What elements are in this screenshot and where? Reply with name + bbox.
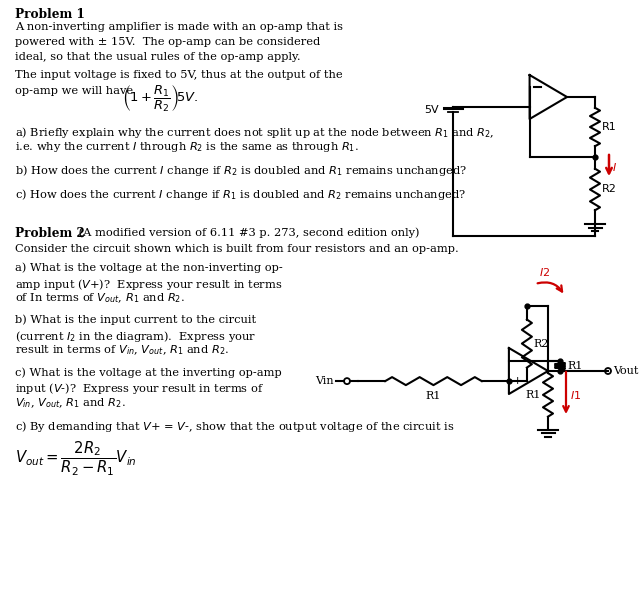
- Text: Vout: Vout: [613, 366, 638, 376]
- Text: b) What is the input current to the circuit: b) What is the input current to the circ…: [15, 315, 256, 325]
- Text: of In terms of $V_{out}$, $R_1$ and $R_2$.: of In terms of $V_{out}$, $R_1$ and $R_2…: [15, 291, 185, 305]
- Text: Consider the circuit shown which is built from four resistors and an op-amp.: Consider the circuit shown which is buil…: [15, 244, 458, 254]
- Text: $I2$: $I2$: [539, 266, 550, 278]
- Text: $\!\left(1+\dfrac{R_1}{R_2}\right)\!5V.$: $\!\left(1+\dfrac{R_1}{R_2}\right)\!5V.$: [123, 84, 199, 114]
- Text: A non-inverting amplifier is made with an op-amp that is: A non-inverting amplifier is made with a…: [15, 22, 343, 32]
- Text: The input voltage is fixed to 5V, thus at the output of the: The input voltage is fixed to 5V, thus a…: [15, 70, 343, 80]
- Text: a) What is the voltage at the non-inverting op-: a) What is the voltage at the non-invert…: [15, 262, 283, 273]
- Text: result in terms of $V_{in}$, $V_{out}$, $R_1$ and $R_2$.: result in terms of $V_{in}$, $V_{out}$, …: [15, 343, 229, 357]
- Text: R2: R2: [534, 339, 549, 349]
- Text: i.e. why the current $I$ through $R_2$ is the same as through $R_1$.: i.e. why the current $I$ through $R_2$ i…: [15, 140, 359, 154]
- Text: (current $I_2$ in the diagram).  Express your: (current $I_2$ in the diagram). Express …: [15, 329, 256, 344]
- Text: R1: R1: [426, 391, 441, 401]
- Text: ideal, so that the usual rules of the op-amp apply.: ideal, so that the usual rules of the op…: [15, 51, 301, 61]
- Text: R1: R1: [602, 122, 617, 132]
- Text: amp input ($V$+)?  Express your result in terms: amp input ($V$+)? Express your result in…: [15, 276, 282, 292]
- Text: c) How does the current $I$ change if $R_1$ is doubled and $R_2$ remains unchang: c) How does the current $I$ change if $R…: [15, 187, 466, 201]
- Text: R1: R1: [567, 361, 583, 371]
- Text: 5V: 5V: [424, 105, 439, 115]
- Text: powered with ± 15V.  The op-amp can be considered: powered with ± 15V. The op-amp can be co…: [15, 37, 320, 47]
- Text: $V_{in}$, $V_{out}$, $R_1$ and $R_2$.: $V_{in}$, $V_{out}$, $R_1$ and $R_2$.: [15, 396, 126, 409]
- Text: Vin: Vin: [315, 376, 334, 386]
- Text: b) How does the current $I$ change if $R_2$ is doubled and $R_1$ remains unchang: b) How does the current $I$ change if $R…: [15, 163, 467, 178]
- Text: op-amp we will have: op-amp we will have: [15, 87, 137, 97]
- Text: +: +: [513, 376, 522, 386]
- Text: (A modified version of 6.11 #3 p. 273, second edition only): (A modified version of 6.11 #3 p. 273, s…: [75, 227, 419, 237]
- Text: Problem 2: Problem 2: [15, 227, 85, 240]
- Text: Problem 1: Problem 1: [15, 8, 85, 21]
- Text: R2: R2: [602, 184, 617, 194]
- Text: $I1$: $I1$: [570, 389, 581, 401]
- Text: a) Briefly explain why the current does not split up at the node between $R_1$ a: a) Briefly explain why the current does …: [15, 125, 494, 140]
- Text: R1: R1: [525, 390, 541, 400]
- Text: c) By demanding that $V$+ = $V$-, show that the output voltage of the circuit is: c) By demanding that $V$+ = $V$-, show t…: [15, 419, 455, 435]
- Text: $I$: $I$: [612, 161, 617, 173]
- Text: input ($V$-)?  Express your result in terms of: input ($V$-)? Express your result in ter…: [15, 382, 264, 396]
- Text: $V_{out}=\dfrac{2R_2}{R_2-R_1}V_{in}$: $V_{out}=\dfrac{2R_2}{R_2-R_1}V_{in}$: [15, 440, 137, 478]
- Text: c) What is the voltage at the inverting op-amp: c) What is the voltage at the inverting …: [15, 367, 282, 378]
